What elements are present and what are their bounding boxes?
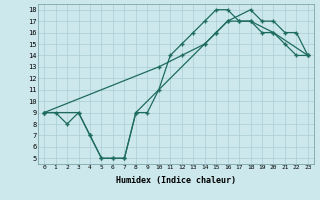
X-axis label: Humidex (Indice chaleur): Humidex (Indice chaleur)	[116, 176, 236, 185]
